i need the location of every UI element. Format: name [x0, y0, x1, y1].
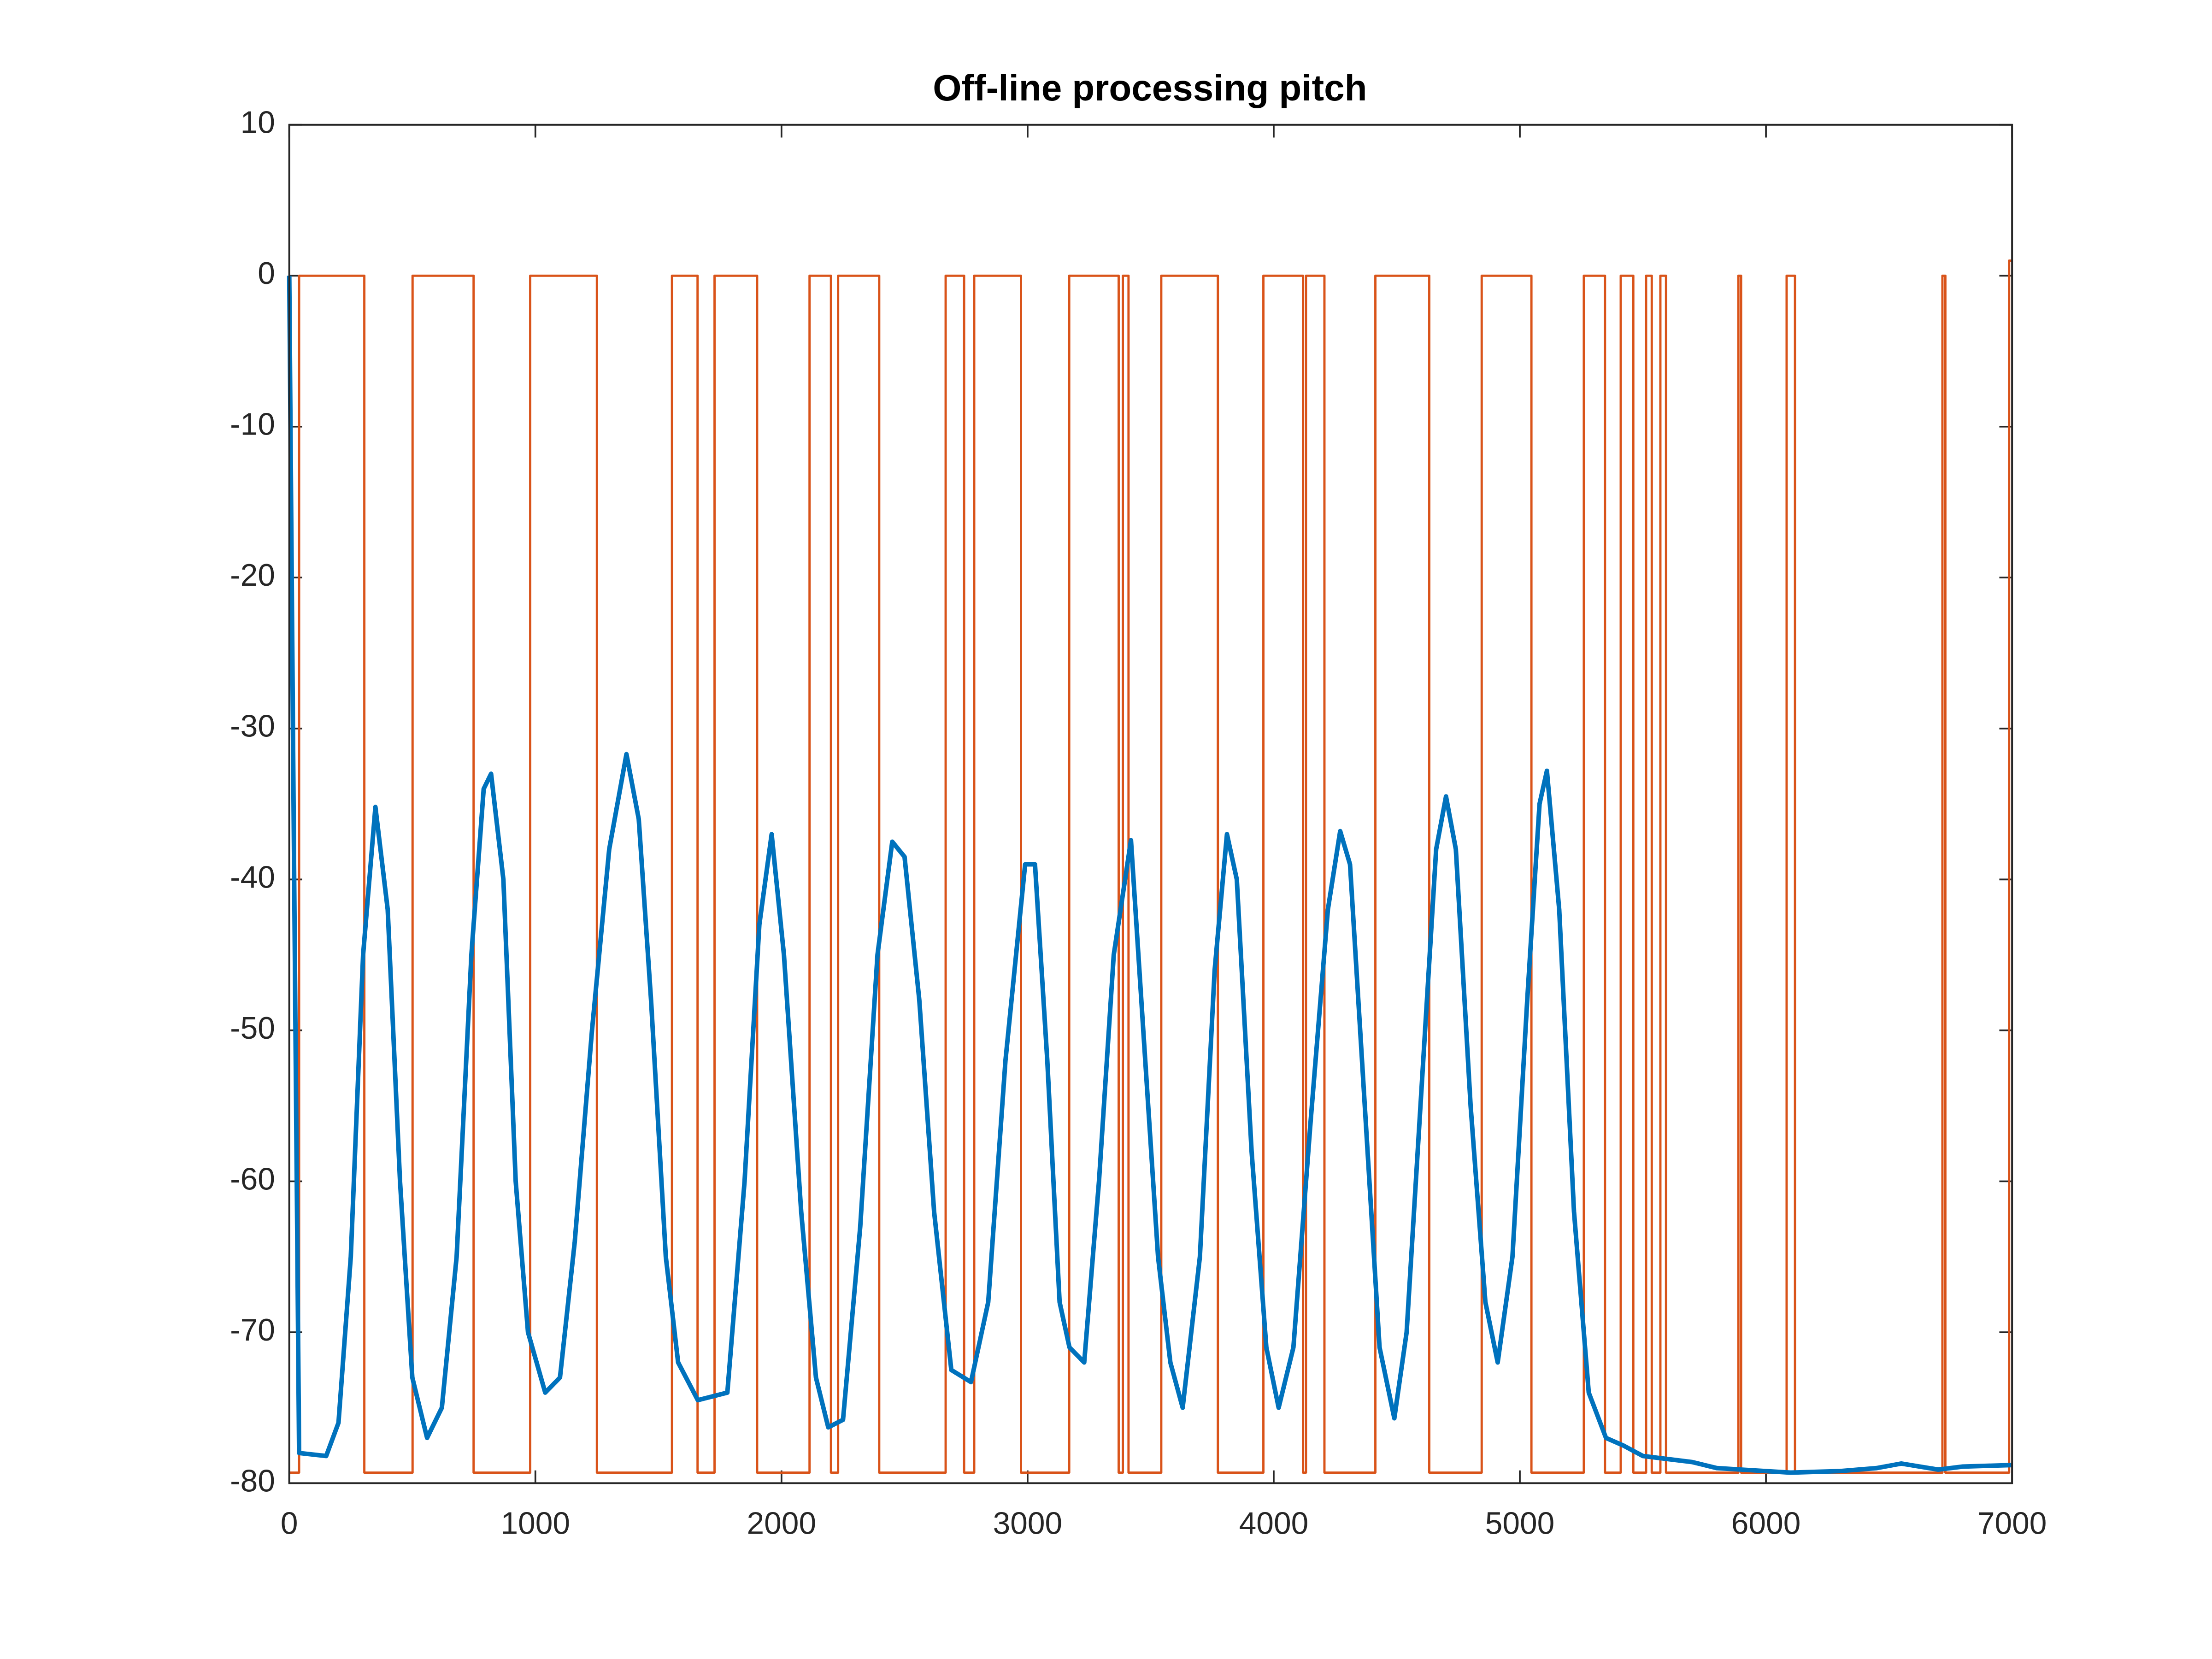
y-tick-label: -80 [230, 1464, 275, 1498]
y-tick-label: -70 [230, 1313, 275, 1347]
x-tick-label: 4000 [1239, 1506, 1309, 1541]
chart-title: Off-line processing pitch [933, 67, 1367, 108]
y-tick-label: -10 [230, 407, 275, 442]
x-tick-label: 0 [281, 1506, 298, 1541]
x-tick-label: 6000 [1731, 1506, 1801, 1541]
y-tick-label: -50 [230, 1011, 275, 1046]
y-tick-label: -40 [230, 860, 275, 894]
x-tick-label: 7000 [1977, 1506, 2047, 1541]
data-line [289, 259, 2012, 1474]
y-tick-label: -60 [230, 1162, 275, 1196]
x-tick-label: 3000 [993, 1506, 1063, 1541]
x-tick-label: 1000 [500, 1506, 570, 1541]
y-tick-label: 10 [241, 106, 275, 140]
x-tick-label: 2000 [747, 1506, 817, 1541]
y-tick-label: 0 [258, 256, 275, 291]
data-line [287, 276, 2012, 1475]
y-tick-label: -30 [230, 709, 275, 744]
y-tick-label: -20 [230, 558, 275, 593]
plot-frame [288, 124, 2013, 1484]
x-tick-label: 5000 [1485, 1506, 1555, 1541]
